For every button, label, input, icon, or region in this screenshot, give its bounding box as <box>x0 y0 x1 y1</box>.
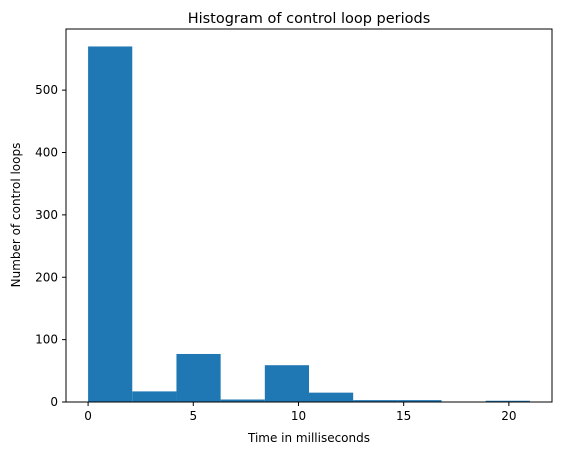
y-tick-label: 100 <box>35 333 58 347</box>
histogram-bar <box>485 400 530 402</box>
x-tick-label: 0 <box>84 409 92 423</box>
histogram-bar <box>220 399 265 402</box>
histogram-bar <box>264 365 309 402</box>
chart-title: Histogram of control loop periods <box>188 11 431 27</box>
x-tick-label: 10 <box>291 409 306 423</box>
plot-frame <box>65 28 553 403</box>
histogram-bar <box>132 391 177 402</box>
histogram-bar <box>353 400 398 402</box>
y-axis-label: Number of control loops <box>9 143 23 288</box>
histogram-bar <box>397 400 442 402</box>
y-tick-label: 200 <box>35 270 58 284</box>
y-tick-label: 400 <box>35 146 58 160</box>
y-tick-label: 300 <box>35 208 58 222</box>
histogram-bar <box>176 353 221 402</box>
bars-group <box>88 46 530 403</box>
x-axis-label: Time in milliseconds <box>247 431 370 445</box>
histogram-bar <box>309 392 354 402</box>
x-tick-label: 15 <box>396 409 411 423</box>
x-tick-label: 20 <box>501 409 516 423</box>
x-axis-ticks: 0 5 10 15 20 <box>84 402 517 423</box>
y-axis-ticks: 0 100 200 300 400 500 <box>35 83 66 409</box>
x-tick-label: 5 <box>189 409 197 423</box>
y-tick-label: 0 <box>50 395 58 409</box>
y-tick-label: 500 <box>35 83 58 97</box>
histogram-bar <box>88 46 133 403</box>
